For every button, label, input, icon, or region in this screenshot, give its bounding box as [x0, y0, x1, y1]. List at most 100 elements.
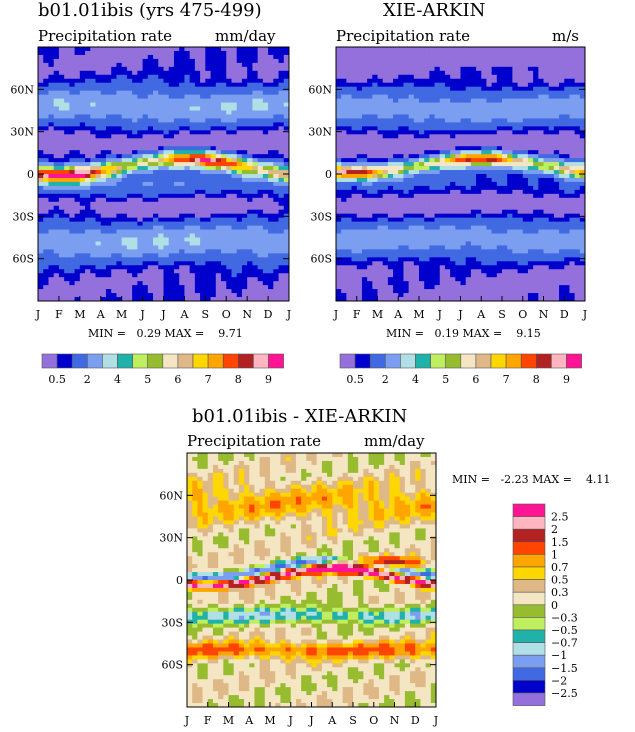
contour-cell: [64, 82, 70, 88]
contour-cell: [231, 213, 238, 219]
contour-cell: [439, 126, 446, 131]
contour-cell: [382, 114, 389, 119]
contour-cell: [507, 110, 513, 115]
contour-cell: [533, 74, 539, 80]
contour-cell: [278, 82, 285, 88]
contour-cell: [226, 166, 232, 171]
contour-cell: [153, 110, 159, 115]
contour-cell: [481, 134, 487, 139]
contour-cell: [179, 138, 185, 143]
contour-cell: [79, 110, 86, 115]
contour-cell: [403, 114, 410, 119]
contour-cell: [158, 181, 164, 187]
contour-cell: [210, 58, 217, 64]
contour-cell: [502, 185, 508, 191]
contour-cell: [527, 174, 534, 179]
contour-cell: [579, 82, 586, 88]
contour-cell: [419, 146, 425, 151]
contour-cell: [543, 174, 550, 179]
contour-cell: [548, 193, 555, 199]
contour-cell: [116, 245, 123, 250]
contour-cell: [507, 130, 513, 135]
contour-cell: [346, 78, 352, 84]
contour-cell: [517, 102, 524, 107]
contour-cell: [351, 170, 358, 175]
contour-cell: [168, 170, 175, 175]
contour-cell: [522, 138, 529, 143]
contour-cell: [241, 185, 248, 191]
contour-cell: [210, 166, 217, 171]
contour-cell: [382, 134, 389, 139]
contour-cell: [126, 189, 133, 195]
contour-cell: [346, 126, 352, 131]
contour-cell: [257, 62, 264, 68]
contour-cell: [38, 146, 44, 151]
contour-cell: [273, 217, 279, 223]
contour-cell: [105, 158, 112, 163]
contour-cell: [351, 82, 358, 88]
contour-cell: [574, 62, 581, 68]
contour-cell: [564, 185, 570, 191]
contour-cell: [58, 269, 65, 274]
contour-cell: [273, 201, 279, 207]
contour-cell: [486, 146, 493, 151]
contour-cell: [444, 138, 451, 143]
contour-cell: [53, 170, 60, 175]
contour-cell: [273, 130, 279, 135]
contour-cell: [387, 154, 394, 159]
contour-cell: [116, 213, 123, 219]
contour-cell: [341, 146, 347, 151]
contour-cell: [153, 158, 159, 163]
contour-cell: [173, 146, 180, 151]
contour-cell: [79, 233, 86, 238]
contour-cell: [126, 253, 133, 258]
contour-cell: [200, 90, 206, 96]
contour-cell: [184, 114, 191, 119]
contour-cell: [105, 261, 112, 266]
contour-cell: [502, 86, 508, 92]
contour-cell: [569, 66, 576, 72]
contour-cell: [163, 90, 170, 96]
contour-cell: [53, 130, 60, 135]
contour-cell: [346, 122, 352, 127]
contour-cell: [553, 126, 560, 131]
contour-cell: [579, 166, 586, 171]
contour-cell: [205, 281, 211, 286]
contour-cell: [43, 154, 49, 159]
contour-cell: [470, 130, 477, 135]
contour-cell: [221, 193, 227, 199]
contour-cell: [100, 197, 107, 203]
contour-cell: [221, 257, 227, 262]
contour-cell: [268, 50, 274, 56]
contour-cell: [105, 58, 112, 64]
contour-cell: [221, 229, 227, 234]
contour-cell: [283, 66, 290, 72]
contour-cell: [48, 233, 55, 238]
contour-cell: [241, 261, 248, 266]
contour-cell: [450, 170, 456, 175]
contour-cell: [481, 94, 487, 99]
contour-cell: [142, 233, 149, 238]
contour-cell: [105, 146, 112, 151]
contour-cell: [377, 110, 384, 115]
contour-cell: [173, 138, 180, 143]
contour-cell: [111, 126, 117, 131]
contour-cell: [533, 118, 539, 123]
contour-cell: [69, 197, 76, 203]
contour-cell: [439, 74, 446, 80]
contour-cell: [173, 174, 180, 179]
contour-cell: [548, 170, 555, 175]
contour-cell: [262, 150, 269, 155]
contour-cell: [79, 281, 86, 286]
contour-cell: [252, 249, 259, 254]
contour-cell: [543, 146, 550, 151]
contour-cell: [137, 209, 143, 215]
contour-cell: [43, 126, 49, 131]
contour-cell: [341, 185, 347, 191]
contour-cell: [142, 285, 149, 290]
contour-cell: [579, 126, 586, 131]
contour-cell: [574, 146, 581, 151]
contour-cell: [476, 74, 482, 80]
contour-cell: [100, 106, 107, 111]
contour-cell: [173, 50, 180, 56]
